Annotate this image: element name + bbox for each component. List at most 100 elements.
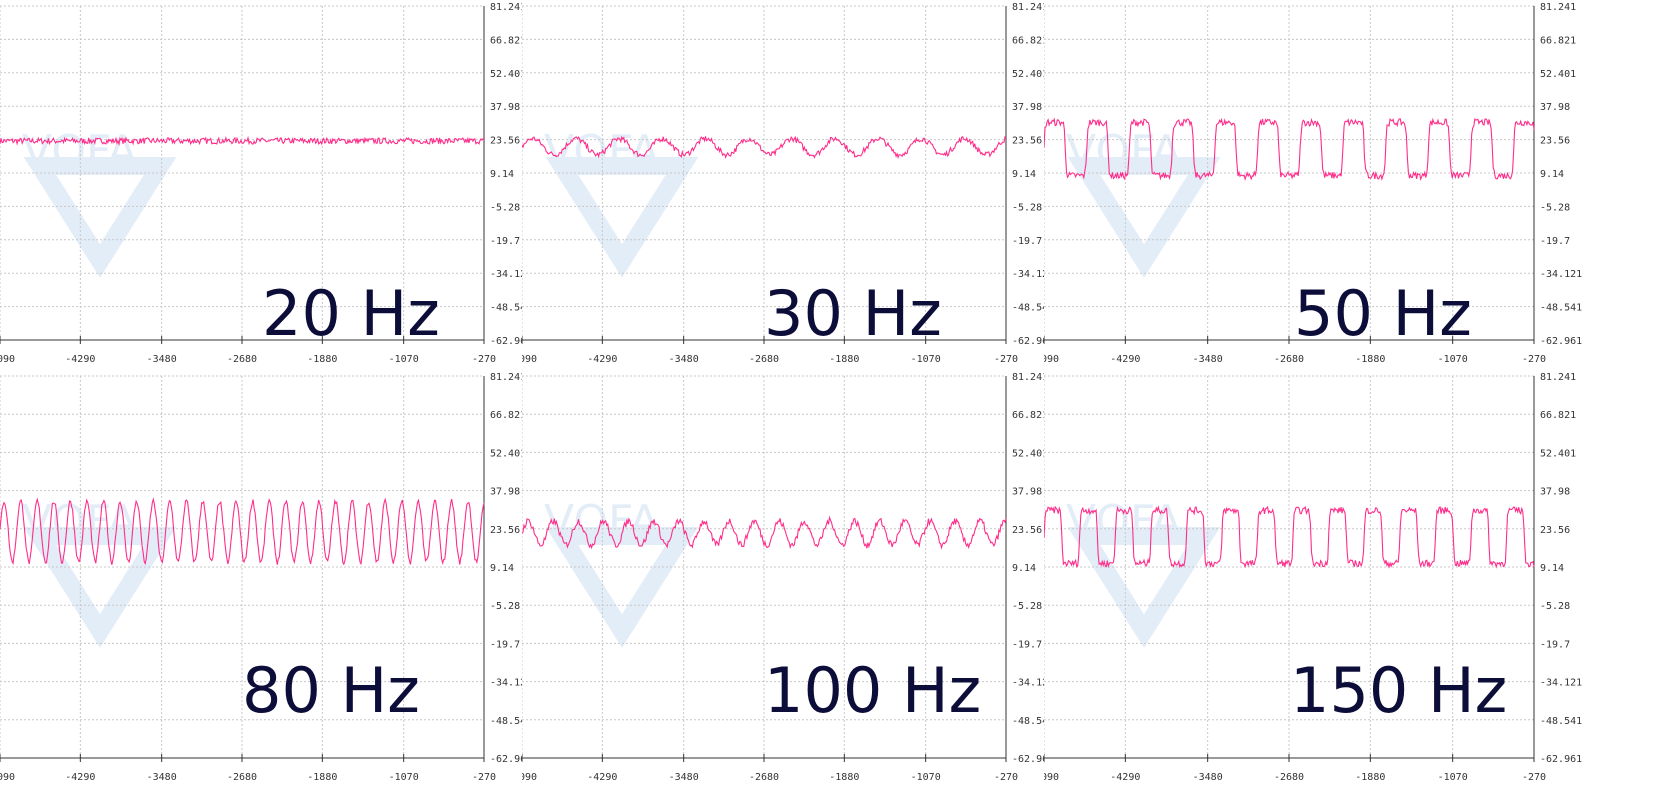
x-tick-label: -2680 bbox=[1274, 354, 1304, 365]
y-tick-label: -34.121 bbox=[1012, 678, 1044, 689]
x-tick-label: -270 bbox=[472, 772, 496, 783]
y-tick-label: -48.541 bbox=[1012, 716, 1044, 727]
x-tick-label: -2680 bbox=[227, 354, 257, 365]
watermark-logo: VOFA bbox=[1066, 496, 1221, 648]
x-tick-label: -270 bbox=[1522, 354, 1546, 365]
x-tick-label: -5090 bbox=[522, 772, 537, 783]
frequency-label: 30 Hz bbox=[764, 277, 942, 350]
chart-panel: VOFA 81.241 66.821 52.401 37.98 23.56 9.14 -5.2… bbox=[1044, 370, 1674, 788]
y-tick-label: -19.7 bbox=[1012, 236, 1042, 247]
y-tick-label: 23.56 bbox=[490, 136, 520, 147]
y-tick-label: -34.121 bbox=[490, 269, 522, 280]
y-tick-label: 52.401 bbox=[1012, 448, 1044, 459]
watermark-text: VOFA bbox=[544, 496, 659, 547]
y-tick-label: 81.241 bbox=[1012, 2, 1044, 13]
y-tick-label: -62.961 bbox=[1540, 336, 1582, 347]
y-tick-label: 66.821 bbox=[490, 35, 522, 46]
x-tick-label: -3480 bbox=[1193, 772, 1223, 783]
y-tick-label: -48.541 bbox=[1540, 716, 1582, 727]
watermark-text: VOFA bbox=[1066, 126, 1181, 177]
y-tick-label: -62.961 bbox=[1012, 336, 1044, 347]
y-tick-label: 9.14 bbox=[1540, 169, 1564, 180]
y-tick-label: 81.241 bbox=[1540, 2, 1576, 13]
y-tick-label: 37.98 bbox=[490, 102, 520, 113]
chart-svg: VOFA 81.241 66.821 52.401 37.98 23.56 9.14 -5.2… bbox=[522, 372, 1044, 783]
x-tick-label: -4290 bbox=[1110, 354, 1140, 365]
watermark-logo: VOFA bbox=[544, 496, 699, 648]
x-tick-label: -1070 bbox=[911, 354, 941, 365]
x-tick-label: -1880 bbox=[829, 772, 859, 783]
chart-panel: VOFA 81.241 66.821 52.401 37.98 23.56 9.14 -5.2… bbox=[0, 0, 522, 370]
x-tick-label: -2680 bbox=[1274, 772, 1304, 783]
x-tick-label: -270 bbox=[472, 354, 496, 365]
y-tick-label: 81.241 bbox=[1012, 372, 1044, 383]
x-tick-label: -5090 bbox=[0, 354, 15, 365]
y-tick-label: -62.961 bbox=[1540, 754, 1582, 765]
watermark-text: VOFA bbox=[22, 496, 137, 547]
y-tick-label: -5.28 bbox=[490, 601, 520, 612]
y-tick-label: 52.401 bbox=[490, 448, 522, 459]
y-tick-label: -19.7 bbox=[1540, 639, 1570, 650]
y-tick-label: 23.56 bbox=[1540, 525, 1570, 536]
y-tick-label: -34.121 bbox=[1540, 678, 1582, 689]
watermark-text: VOFA bbox=[22, 126, 137, 177]
y-tick-label: 23.56 bbox=[1540, 136, 1570, 147]
x-tick-label: -1070 bbox=[389, 354, 419, 365]
y-tick-label: 9.14 bbox=[1012, 563, 1036, 574]
x-tick-label: -5090 bbox=[0, 772, 15, 783]
watermark-logo: VOFA bbox=[22, 126, 177, 278]
watermark-v-shape bbox=[1067, 527, 1221, 648]
x-tick-label: -3480 bbox=[669, 772, 699, 783]
x-tick-label: -4290 bbox=[587, 354, 617, 365]
x-tick-label: -2680 bbox=[749, 354, 779, 365]
x-tick-label: -3480 bbox=[669, 354, 699, 365]
x-tick-label: -3480 bbox=[147, 354, 177, 365]
x-tick-label: -4290 bbox=[65, 354, 95, 365]
y-tick-label: 66.821 bbox=[1012, 410, 1044, 421]
y-tick-label: -48.541 bbox=[1012, 303, 1044, 314]
y-tick-label: 37.98 bbox=[1012, 487, 1042, 498]
frequency-label: 50 Hz bbox=[1294, 277, 1472, 350]
y-tick-label: -62.961 bbox=[490, 754, 522, 765]
y-tick-label: 52.401 bbox=[1012, 69, 1044, 80]
x-tick-label: -4290 bbox=[65, 772, 95, 783]
watermark-v-shape bbox=[23, 157, 177, 278]
y-tick-label: -48.541 bbox=[1540, 303, 1582, 314]
chart-panel: VOFA 81.241 66.821 52.401 37.98 23.56 9.14 -5.2… bbox=[0, 370, 522, 788]
x-tick-label: -3480 bbox=[147, 772, 177, 783]
y-tick-label: -5.28 bbox=[490, 202, 520, 213]
y-tick-label: -34.121 bbox=[1012, 269, 1044, 280]
y-tick-label: 66.821 bbox=[1540, 410, 1576, 421]
chart-panel: VOFA 81.241 66.821 52.401 37.98 23.56 9.14 -5.2… bbox=[522, 0, 1044, 370]
x-tick-label: -1880 bbox=[307, 772, 337, 783]
signal-line bbox=[1044, 505, 1535, 569]
y-tick-label: -34.121 bbox=[490, 678, 522, 689]
x-tick-label: -5090 bbox=[522, 354, 537, 365]
y-tick-label: -48.541 bbox=[490, 303, 522, 314]
y-tick-label: 81.241 bbox=[490, 2, 522, 13]
x-tick-label: -1070 bbox=[1438, 772, 1468, 783]
signal-line bbox=[1044, 117, 1535, 182]
y-tick-label: -5.28 bbox=[1540, 202, 1570, 213]
y-tick-label: 66.821 bbox=[1540, 35, 1576, 46]
y-tick-label: 81.241 bbox=[490, 372, 522, 383]
x-tick-label: -2680 bbox=[749, 772, 779, 783]
y-tick-label: 23.56 bbox=[490, 525, 520, 536]
y-tick-label: 37.98 bbox=[1540, 487, 1570, 498]
y-tick-label: -5.28 bbox=[1012, 202, 1042, 213]
x-tick-label: -1880 bbox=[1355, 772, 1385, 783]
x-tick-label: -5090 bbox=[1044, 772, 1059, 783]
y-tick-label: 9.14 bbox=[490, 563, 514, 574]
y-tick-label: 37.98 bbox=[490, 487, 520, 498]
watermark-v-shape bbox=[545, 527, 699, 648]
y-tick-label: -19.7 bbox=[490, 236, 520, 247]
x-tick-label: -1880 bbox=[1355, 354, 1385, 365]
watermark-v-shape bbox=[1067, 157, 1221, 278]
y-tick-label: -62.961 bbox=[1012, 754, 1044, 765]
frequency-label: 100 Hz bbox=[764, 654, 982, 727]
signal-line bbox=[522, 515, 1007, 550]
y-tick-label: 52.401 bbox=[1540, 69, 1576, 80]
watermark-v-shape bbox=[545, 157, 699, 278]
x-tick-label: -1880 bbox=[829, 354, 859, 365]
